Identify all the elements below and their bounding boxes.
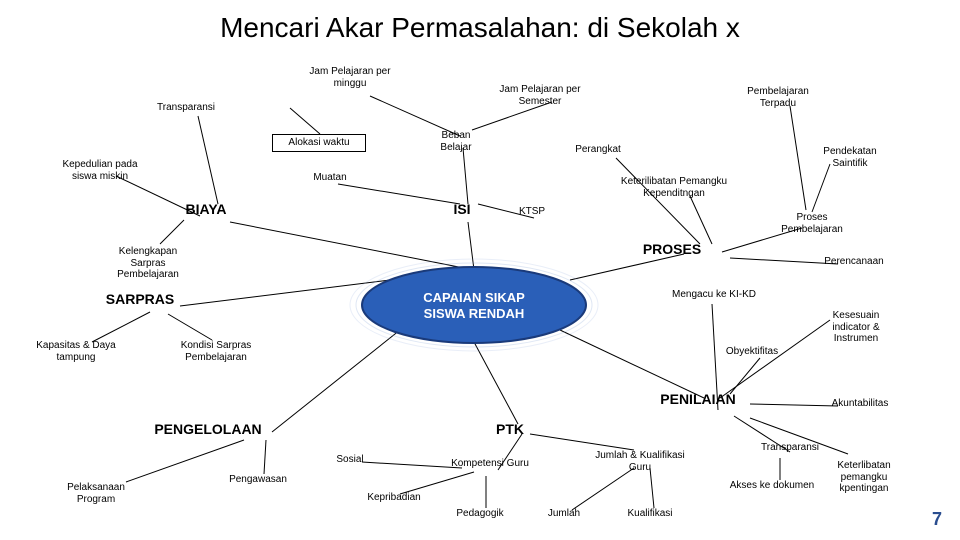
page-number: 7 — [932, 509, 942, 530]
node-jam-semester: Jam Pelajaran per Semester — [465, 84, 615, 107]
node-kondisi: Kondisi Sarpras Pembelajaran — [141, 340, 291, 363]
node-jumlah-kualifikasi: Jumlah & Kualifikasi Guru — [565, 450, 715, 473]
edge — [572, 468, 634, 510]
edge — [168, 314, 212, 340]
node-kompetensi-guru: Kompetensi Guru — [415, 458, 565, 470]
node-pembelajaran-terpadu: Pembelajaran Terpadu — [703, 86, 853, 109]
edge — [560, 330, 704, 398]
node-perencanaan: Perencanaan — [779, 256, 929, 268]
hub-penilaian: PENILAIAN — [628, 391, 768, 407]
edge — [198, 116, 218, 204]
node-kesesuaian: Kesesuain indicator & Instrumen — [781, 310, 931, 345]
edge — [272, 330, 400, 432]
node-jam-minggu: Jam Pelajaran per minggu — [275, 66, 425, 89]
node-beban-belajar: Beban Belajar — [381, 130, 531, 153]
node-akses: Akses ke dokumen — [697, 480, 847, 492]
edge — [616, 158, 700, 244]
node-kepedulian: Kepedulian pada siswa miskin — [25, 159, 175, 182]
node-kapasitas: Kapasitas & Daya tampung — [1, 340, 151, 363]
central-node-label: SISWA RENDAH — [424, 306, 525, 321]
node-obyektifitas: Obyektifitas — [677, 346, 827, 358]
edge — [92, 312, 150, 342]
node-ktsp: KTSP — [457, 206, 607, 218]
node-alokasi-waktu: Alokasi waktu — [272, 134, 366, 152]
edge — [463, 148, 468, 204]
node-akuntabilitas: Akuntabilitas — [785, 398, 935, 410]
edge — [180, 280, 390, 306]
node-sosial: Sosial — [275, 454, 425, 466]
hub-biaya: BIAYA — [136, 201, 276, 217]
hub-pengelolaan: PENGELOLAAN — [138, 421, 278, 437]
node-proses-pembelajaran: Proses Pembelajaran — [737, 212, 887, 235]
edge — [290, 108, 320, 134]
central-node — [362, 267, 586, 343]
node-transparansi-2: Transparansi — [715, 442, 865, 454]
edge — [264, 440, 266, 474]
node-pelaksanaan: Pelaksanaan Program — [21, 482, 171, 505]
node-transparansi-1: Transparansi — [111, 102, 261, 114]
hub-sarpras: SARPRAS — [70, 291, 210, 307]
central-node-label: CAPAIAN SIKAP — [423, 290, 525, 305]
node-keterlibatan-pemangku: Keterilibatan Pemangku Kependitngan — [599, 176, 749, 199]
node-pengawasan: Pengawasan — [183, 474, 333, 486]
node-muatan: Muatan — [255, 172, 405, 184]
edge — [160, 220, 184, 244]
hub-ptk: PTK — [440, 421, 580, 437]
edge — [690, 196, 712, 244]
page-title: Mencari Akar Permasalahan: di Sekolah x — [0, 12, 960, 44]
edge — [812, 164, 830, 212]
edge — [468, 222, 474, 270]
edge — [730, 358, 760, 394]
node-mengacu: Mengacu ke KI-KD — [639, 289, 789, 301]
edge — [474, 342, 518, 424]
edge — [230, 222, 474, 270]
node-pendekatan-saintifik: Pendekatan Saintifik — [775, 146, 925, 169]
node-kualifikasi: Kualifikasi — [575, 508, 725, 520]
edge — [400, 472, 474, 494]
node-kepribadian: Kepribadian — [319, 492, 469, 504]
node-perangkat: Perangkat — [523, 144, 673, 156]
hub-proses: PROSES — [602, 241, 742, 257]
edge — [570, 254, 684, 280]
node-kelengkapan: Kelengkapan Sarpras Pembelajaran — [73, 246, 223, 281]
edge — [650, 468, 654, 508]
